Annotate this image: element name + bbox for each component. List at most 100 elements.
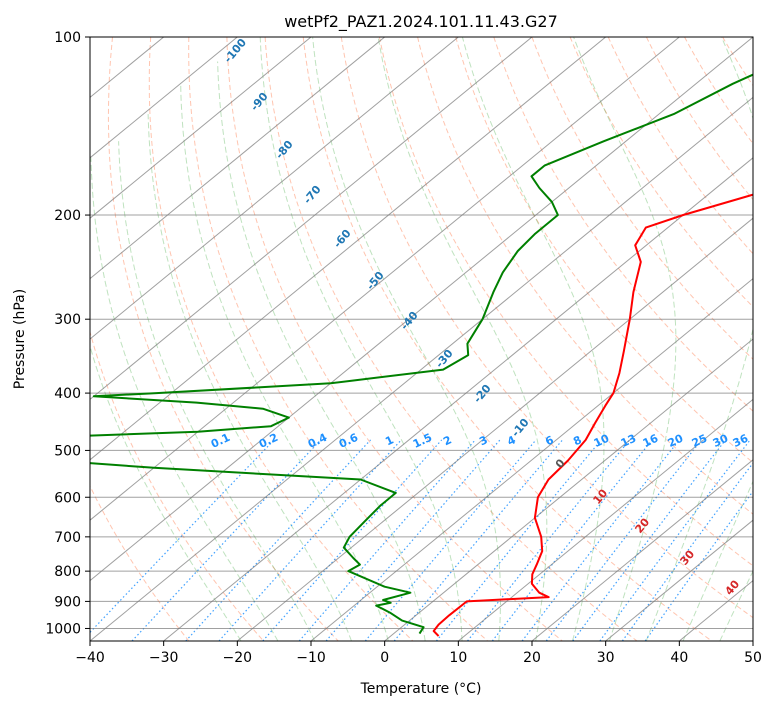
chart-title: wetPf2_PAZ1.2024.101.11.43.G27 xyxy=(284,12,558,32)
dry-adiabat-line xyxy=(645,37,753,201)
mixing-ratio-label: 1.5 xyxy=(411,431,434,451)
dry-adiabat-label: -100 xyxy=(221,36,249,66)
moist-adiabat-line xyxy=(312,37,501,641)
dry-adiabat-label: -50 xyxy=(364,269,387,293)
mixing-ratio-label: 0.1 xyxy=(209,431,232,451)
mixing-ratio-label: 25 xyxy=(690,432,709,450)
moist-adiabat-line xyxy=(180,83,389,641)
mixing-ratio-line xyxy=(262,439,443,641)
moist-adiabat-label: 0 xyxy=(553,456,568,470)
plot-frame xyxy=(89,36,754,642)
isotherm-line xyxy=(531,459,753,641)
y-axis-title: Pressure (hPa) xyxy=(12,289,28,389)
dry-adiabat-label: -60 xyxy=(331,227,354,251)
isotherm-line xyxy=(310,277,753,641)
y-axis-ticks: 100 200 300 400 500 600 700 800 900 1000 xyxy=(45,30,90,637)
series-lines xyxy=(90,73,753,637)
y-tick-label: 1000 xyxy=(45,621,81,637)
dry-adiabat-line xyxy=(493,37,753,412)
x-axis-title: Temperature (°C) xyxy=(360,681,482,697)
mixing-ratio-line xyxy=(621,462,753,641)
x-tick-label: −10 xyxy=(296,650,326,666)
moist-adiabat-line xyxy=(90,157,279,641)
mixing-ratio-line xyxy=(90,439,275,634)
moist-adiabat-line xyxy=(217,61,426,641)
dry-adiabat-line xyxy=(148,37,414,641)
dry-adiabat-line xyxy=(722,37,753,87)
dry-adiabat-line xyxy=(226,37,563,641)
y-tick-label: 600 xyxy=(54,490,81,506)
x-tick-label: 10 xyxy=(449,650,467,666)
mixing-ratio-line xyxy=(599,439,751,641)
moist-adiabat-line xyxy=(118,141,316,641)
y-tick-label: 200 xyxy=(54,208,81,224)
y-tick-label: 900 xyxy=(54,594,81,610)
dry-adiabat-line xyxy=(302,37,712,641)
moist-adiabat-line xyxy=(147,114,352,641)
dry-adiabat-line xyxy=(340,37,753,619)
mixing-ratio-line xyxy=(572,439,727,641)
moist-adiabat-label: 10 xyxy=(590,486,610,506)
mixing-ratio-line xyxy=(325,439,501,641)
y-tick-label: 400 xyxy=(54,386,81,402)
x-tick-label: 30 xyxy=(597,650,615,666)
mixing-ratio-label: 36 xyxy=(731,432,751,450)
x-tick-label: 40 xyxy=(670,650,688,666)
mixing-ratio-label: 20 xyxy=(666,432,686,450)
x-tick-label: −40 xyxy=(75,650,105,666)
moist-adiabat-line xyxy=(645,37,753,641)
mixing-ratio-label: 10 xyxy=(592,432,612,450)
mixing-ratio-line xyxy=(393,439,563,641)
isotherm-line xyxy=(237,217,753,641)
dry-adiabat-line xyxy=(569,37,753,308)
moist-adiabat-label: 40 xyxy=(722,577,742,597)
mixing-ratio-label: 30 xyxy=(711,432,731,450)
mixing-ratio-line xyxy=(298,439,476,641)
dry-adiabat-line xyxy=(761,37,775,641)
dry-adiabat-line xyxy=(417,37,753,515)
isotherm-line xyxy=(90,37,753,582)
moist-adiabat-label: 30 xyxy=(677,547,697,567)
dry-adiabat-label: -20 xyxy=(471,382,494,406)
isotherm-line xyxy=(90,37,680,521)
mixing-ratio-line xyxy=(521,439,680,641)
y-tick-label: 700 xyxy=(54,530,81,546)
dry-adiabat-line xyxy=(607,37,753,255)
dry-adiabat-line xyxy=(188,37,488,641)
y-tick-label: 300 xyxy=(54,312,81,328)
moist-adiabat-line xyxy=(573,37,677,641)
temperature-profile-line xyxy=(432,193,753,637)
mixing-ratio-label: 6 xyxy=(543,433,556,448)
moist-adiabat-line xyxy=(461,37,605,641)
isotherm-line xyxy=(90,37,606,461)
dry-adiabat-line xyxy=(90,330,264,641)
dry-adiabat-line xyxy=(684,37,753,145)
mixing-ratio-label: 2 xyxy=(441,433,453,448)
mixing-ratio-line xyxy=(364,439,537,641)
moist-adiabat-line xyxy=(719,569,753,641)
mixing-ratio-label: 0.6 xyxy=(337,431,360,451)
mixing-ratio-line xyxy=(185,439,372,641)
isotherm-line xyxy=(90,96,753,641)
moist-adiabat-line xyxy=(682,480,753,641)
isotherm-line xyxy=(90,37,459,340)
isotherm-line xyxy=(90,37,312,219)
grid-lines xyxy=(90,37,753,641)
mixing-ratio-label: 8 xyxy=(571,433,583,448)
mixing-ratio-label: 1 xyxy=(383,433,395,448)
isotherm-line xyxy=(90,37,533,401)
moist-adiabat-line xyxy=(259,37,463,641)
x-tick-label: 20 xyxy=(523,650,541,666)
dry-adiabat-label: -70 xyxy=(301,183,324,207)
dry-adiabat-line xyxy=(90,484,190,641)
moist-adiabat-line xyxy=(90,344,242,641)
isotherm-line xyxy=(605,519,753,641)
x-tick-label: −30 xyxy=(149,650,179,666)
x-axis-ticks: −40 −30 −20 −10 0 10 20 30 40 50 xyxy=(75,641,762,666)
isotherm-line xyxy=(90,37,385,280)
x-tick-label: 0 xyxy=(380,650,389,666)
isotherm-line xyxy=(679,579,753,641)
mixing-ratio-line xyxy=(131,439,322,641)
